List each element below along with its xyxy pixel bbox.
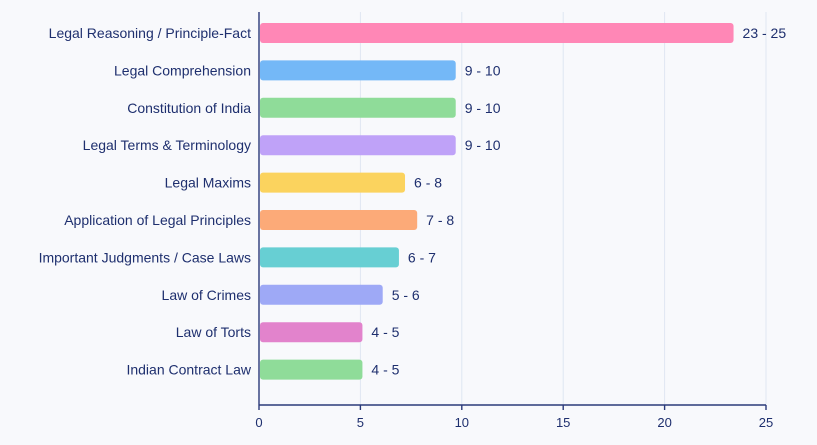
data-label: 4 - 5 [371,324,399,340]
x-axis-ticks: 0 5 10 15 20 25 [255,405,773,430]
data-label: 9 - 10 [465,62,501,78]
data-label: 6 - 8 [414,175,442,191]
data-label: 23 - 25 [743,25,787,41]
bar [260,359,363,380]
bar [260,135,456,156]
bar [260,97,456,118]
bars [260,23,734,380]
category-label: Indian Contract Law [126,362,251,378]
category-label: Legal Terms & Terminology [83,137,251,153]
category-label: Law of Crimes [162,287,251,303]
category-label: Legal Reasoning / Principle-Fact [49,25,251,41]
x-tick-label: 10 [455,415,469,430]
category-label: Law of Torts [176,324,251,340]
x-tick-label: 25 [759,415,773,430]
data-label: 6 - 7 [408,249,436,265]
x-tick-label: 0 [255,415,262,430]
category-label: Application of Legal Principles [64,212,251,228]
bar [260,23,734,43]
data-label: 5 - 6 [392,287,420,303]
category-label: Legal Maxims [165,175,251,191]
x-tick-label: 15 [556,415,570,430]
category-labels: Legal Reasoning / Principle-Fact Legal Co… [39,25,252,378]
bar [260,210,418,230]
x-tick-label: 20 [657,415,671,430]
bar [260,322,363,343]
data-label: 4 - 5 [371,362,399,378]
value-labels: 23 - 25 9 - 10 9 - 10 9 - 10 6 - 8 7 - 8 6 - 7… [371,25,786,378]
bar [260,60,456,81]
category-label: Constitution of India [127,100,251,116]
category-label: Legal Comprehension [114,62,251,78]
data-label: 9 - 10 [465,137,501,153]
bar [260,247,399,268]
bar [260,284,383,305]
bar [260,172,406,193]
x-tick-label: 5 [357,415,364,430]
category-label: Important Judgments / Case Laws [39,249,251,265]
data-label: 9 - 10 [465,100,501,116]
data-label: 7 - 8 [426,212,454,228]
